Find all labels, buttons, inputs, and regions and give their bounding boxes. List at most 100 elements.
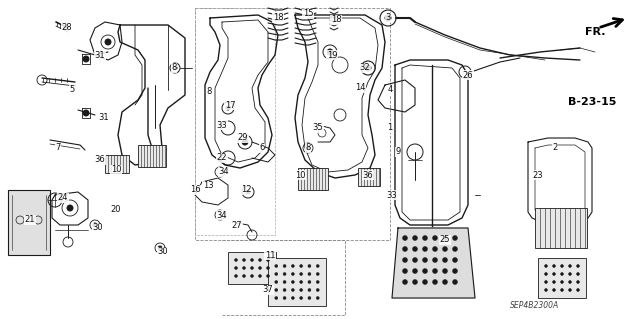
Bar bbox=[105, 155, 129, 173]
Circle shape bbox=[83, 56, 89, 62]
Circle shape bbox=[413, 279, 417, 285]
Text: 24: 24 bbox=[58, 194, 68, 203]
Text: FR.: FR. bbox=[585, 27, 605, 37]
Circle shape bbox=[259, 258, 262, 262]
Circle shape bbox=[433, 269, 438, 273]
Circle shape bbox=[568, 264, 572, 268]
Circle shape bbox=[308, 264, 311, 268]
Circle shape bbox=[291, 272, 294, 276]
Circle shape bbox=[283, 272, 286, 276]
Circle shape bbox=[275, 264, 278, 268]
Circle shape bbox=[452, 235, 458, 241]
Circle shape bbox=[306, 146, 310, 150]
Bar bbox=[358, 168, 380, 186]
Circle shape bbox=[234, 258, 237, 262]
Circle shape bbox=[308, 280, 311, 284]
Circle shape bbox=[561, 272, 563, 276]
Circle shape bbox=[246, 190, 250, 194]
Circle shape bbox=[308, 296, 311, 300]
Text: 31: 31 bbox=[99, 114, 109, 122]
Text: 5: 5 bbox=[69, 85, 75, 94]
Circle shape bbox=[403, 269, 408, 273]
Circle shape bbox=[158, 246, 162, 250]
Text: 2: 2 bbox=[552, 144, 557, 152]
Circle shape bbox=[452, 257, 458, 263]
Text: 20: 20 bbox=[111, 205, 121, 214]
Circle shape bbox=[300, 264, 303, 268]
Circle shape bbox=[568, 272, 572, 276]
Text: 12: 12 bbox=[241, 186, 252, 195]
Circle shape bbox=[266, 275, 269, 278]
Text: 6: 6 bbox=[259, 144, 265, 152]
Circle shape bbox=[243, 258, 246, 262]
Circle shape bbox=[552, 264, 556, 268]
Text: 3: 3 bbox=[385, 13, 390, 23]
Text: SEP4B2300A: SEP4B2300A bbox=[510, 301, 559, 310]
Circle shape bbox=[433, 279, 438, 285]
Text: 33: 33 bbox=[387, 190, 397, 199]
Circle shape bbox=[234, 266, 237, 270]
Circle shape bbox=[259, 275, 262, 278]
Text: 1: 1 bbox=[387, 123, 392, 132]
Circle shape bbox=[403, 257, 408, 263]
Circle shape bbox=[250, 266, 253, 270]
Circle shape bbox=[568, 280, 572, 284]
Circle shape bbox=[442, 235, 447, 241]
Circle shape bbox=[385, 15, 391, 21]
Circle shape bbox=[577, 272, 579, 276]
Text: 29: 29 bbox=[237, 133, 248, 143]
Circle shape bbox=[552, 280, 556, 284]
Circle shape bbox=[316, 264, 319, 268]
Circle shape bbox=[300, 288, 303, 292]
Circle shape bbox=[234, 275, 237, 278]
Circle shape bbox=[413, 269, 417, 273]
Text: 27: 27 bbox=[232, 220, 243, 229]
Circle shape bbox=[291, 296, 294, 300]
Bar bbox=[538, 258, 586, 298]
Circle shape bbox=[403, 247, 408, 251]
Circle shape bbox=[266, 258, 269, 262]
Circle shape bbox=[561, 280, 563, 284]
Bar bbox=[8, 190, 50, 255]
Circle shape bbox=[422, 269, 428, 273]
Circle shape bbox=[442, 247, 447, 251]
Circle shape bbox=[291, 264, 294, 268]
Circle shape bbox=[105, 39, 111, 45]
Circle shape bbox=[259, 266, 262, 270]
Circle shape bbox=[316, 296, 319, 300]
Text: 30: 30 bbox=[93, 224, 103, 233]
Bar bbox=[228, 252, 276, 284]
Circle shape bbox=[452, 279, 458, 285]
Circle shape bbox=[422, 235, 428, 241]
Text: 10: 10 bbox=[295, 170, 305, 180]
Circle shape bbox=[291, 288, 294, 292]
Text: 28: 28 bbox=[61, 24, 72, 33]
Text: 10: 10 bbox=[111, 166, 121, 174]
Text: 7: 7 bbox=[55, 144, 61, 152]
Bar bbox=[535, 208, 587, 248]
Circle shape bbox=[442, 279, 447, 285]
Circle shape bbox=[226, 106, 230, 110]
Circle shape bbox=[300, 280, 303, 284]
Circle shape bbox=[173, 66, 177, 70]
Circle shape bbox=[452, 269, 458, 273]
Text: 18: 18 bbox=[273, 13, 284, 23]
Text: 26: 26 bbox=[463, 70, 474, 79]
Text: 37: 37 bbox=[262, 286, 273, 294]
Circle shape bbox=[561, 264, 563, 268]
Circle shape bbox=[561, 288, 563, 292]
Text: B-23-15: B-23-15 bbox=[568, 97, 616, 107]
Circle shape bbox=[365, 65, 371, 71]
Circle shape bbox=[577, 280, 579, 284]
Circle shape bbox=[67, 205, 73, 211]
Circle shape bbox=[283, 264, 286, 268]
Circle shape bbox=[413, 257, 417, 263]
Circle shape bbox=[242, 139, 248, 145]
Circle shape bbox=[283, 288, 286, 292]
Circle shape bbox=[442, 257, 447, 263]
Circle shape bbox=[250, 275, 253, 278]
Bar bbox=[138, 145, 166, 167]
Circle shape bbox=[413, 247, 417, 251]
Circle shape bbox=[243, 266, 246, 270]
Circle shape bbox=[577, 264, 579, 268]
